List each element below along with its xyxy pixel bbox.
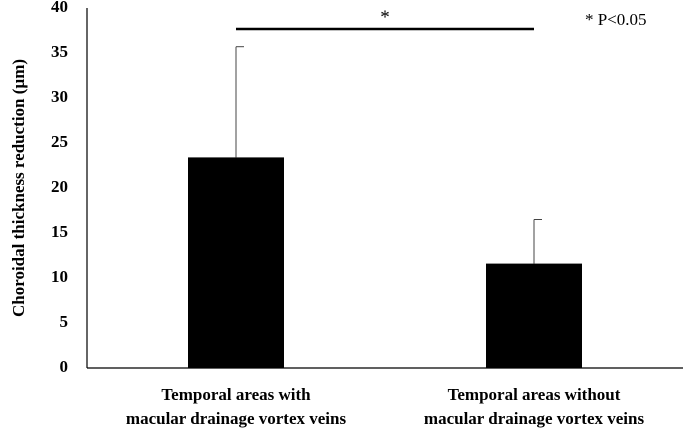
y-tick-label: 0 xyxy=(60,357,69,376)
category-labels: Temporal areas with macular drainage vort… xyxy=(126,385,645,428)
y-tick-label: 10 xyxy=(51,267,68,286)
category-label: Temporal areas without macular drainage v… xyxy=(424,385,645,428)
y-tick-label: 25 xyxy=(51,132,68,151)
axes xyxy=(86,8,683,369)
y-tick-label: 15 xyxy=(51,222,68,241)
bar xyxy=(188,157,284,368)
y-tick-label: 40 xyxy=(51,0,68,16)
y-tick-labels: 0 5 10 15 20 25 30 35 40 xyxy=(51,0,68,376)
error-bars xyxy=(235,46,542,264)
significance-note: * P<0.05 xyxy=(585,10,647,29)
bar xyxy=(486,263,582,368)
y-axis-label: Choroidal thickness reduction (µm) xyxy=(9,59,28,317)
y-tick-label: 5 xyxy=(60,312,69,331)
category-label: Temporal areas with macular drainage vort… xyxy=(126,385,347,428)
bars xyxy=(188,157,582,368)
significance-marker: * xyxy=(380,7,390,28)
y-tick-label: 30 xyxy=(51,87,68,106)
significance-bracket: * xyxy=(236,7,534,31)
y-tick-label: 20 xyxy=(51,177,68,196)
y-tick-label: 35 xyxy=(51,42,68,61)
